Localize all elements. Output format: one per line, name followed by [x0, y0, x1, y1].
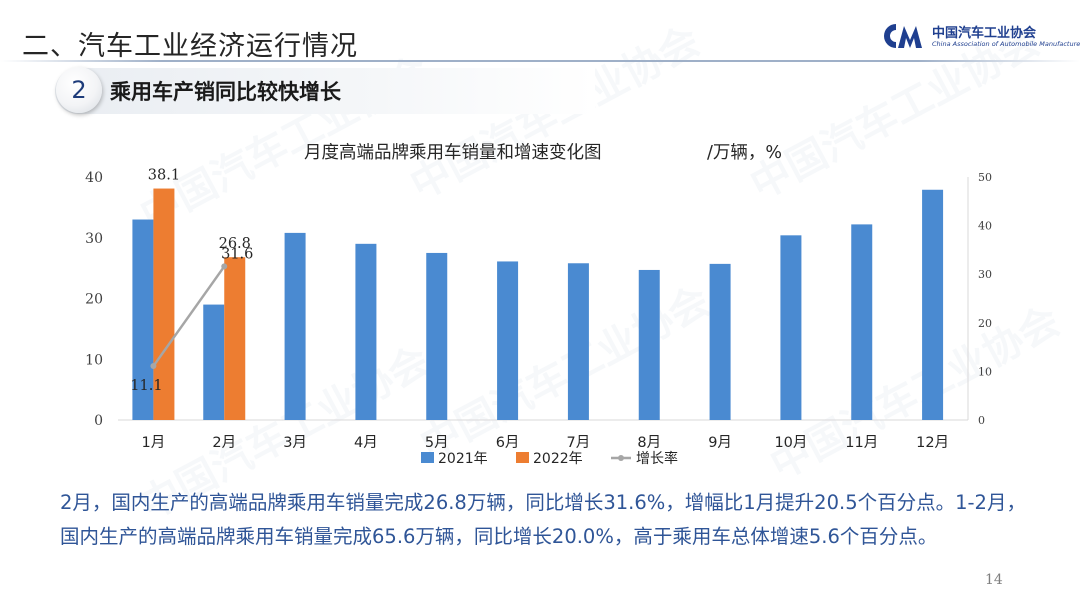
legend-swatch — [421, 452, 434, 463]
chart-title: 月度高端品牌乘用车销量和增速变化图 — [304, 143, 602, 163]
page-number: 14 — [985, 572, 1003, 588]
bar-2022 — [153, 188, 175, 420]
legend-label: 2021年 — [438, 451, 488, 467]
x-tick-label: 9月 — [708, 435, 732, 451]
bar-2021 — [567, 263, 589, 420]
growth-rate-line — [152, 265, 226, 367]
right-y-tick-label: 10 — [978, 365, 992, 378]
growth-rate-label: 11.1 — [130, 378, 162, 394]
x-tick-label: 6月 — [496, 435, 520, 451]
right-y-tick-label: 50 — [978, 171, 992, 184]
subsection-number-badge: 2 — [56, 67, 102, 113]
legend-marker — [618, 455, 624, 461]
right-y-tick-label: 30 — [978, 268, 992, 281]
x-tick-label: 7月 — [567, 435, 591, 451]
bar-2021 — [355, 243, 377, 420]
bar-2021 — [132, 219, 154, 420]
bar-2021 — [780, 235, 802, 420]
growth-rate-point — [221, 263, 228, 270]
bar-2021 — [922, 189, 944, 420]
chart-unit: /万辆，% — [707, 143, 782, 163]
legend-label: 2022年 — [533, 451, 583, 467]
right-y-tick-label: 0 — [978, 414, 985, 427]
bar-2021 — [709, 263, 731, 420]
bar-2021 — [203, 304, 225, 420]
bar-2021 — [284, 232, 306, 420]
right-y-tick-label: 20 — [978, 317, 992, 330]
cam-logo-icon — [884, 24, 922, 48]
left-y-tick-label: 30 — [85, 231, 103, 247]
bar-2021 — [638, 269, 660, 420]
logo-name-en: China Association of Automobile Manufact… — [932, 40, 1080, 48]
data-label-2022: 38.1 — [148, 168, 180, 184]
bar-2021 — [426, 252, 448, 420]
x-tick-label: 11月 — [845, 435, 878, 451]
x-tick-label: 3月 — [283, 435, 307, 451]
left-y-tick-label: 20 — [85, 292, 103, 308]
data-label-2022: 26.8 — [219, 236, 251, 252]
legend-swatch — [516, 452, 529, 463]
bar-2021 — [497, 261, 519, 420]
sales-chart: 月度高端品牌乘用车销量和增速变化图 /万辆，% 0 10 20 30 40 0 10 20 30… — [85, 143, 992, 467]
left-y-tick-label: 10 — [85, 352, 103, 368]
body-paragraph: 2月，国内生产的高端品牌乘用车销量完成26.8万辆，同比增长31.6%，增幅比1… — [60, 491, 1026, 548]
subsection-title: 乘用车产销同比较快增长 — [110, 80, 341, 104]
growth-rate-label: 31.6 — [221, 246, 253, 262]
x-tick-label: 4月 — [354, 435, 378, 451]
subsection-number: 2 — [71, 76, 87, 104]
logo-name-cn: 中国汽车工业协会 — [932, 26, 1037, 41]
header-divider — [0, 60, 1080, 62]
x-tick-label: 5月 — [425, 435, 449, 451]
x-tick-label: 12月 — [916, 435, 949, 451]
x-tick-label: 10月 — [774, 435, 807, 451]
x-tick-label: 2月 — [212, 435, 236, 451]
left-y-tick-label: 40 — [85, 170, 103, 186]
legend-label: 增长率 — [636, 450, 678, 467]
section-title: 二、汽车工业经济运行情况 — [22, 31, 358, 62]
x-tick-label: 1月 — [142, 435, 166, 451]
bar-2021 — [851, 224, 873, 420]
subsection-band — [55, 68, 595, 114]
growth-rate-point — [150, 363, 157, 370]
logo: 中国汽车工业协会 China Association of Automobile… — [876, 18, 1080, 54]
right-y-tick-label: 40 — [978, 220, 992, 233]
x-tick-label: 8月 — [637, 435, 661, 451]
left-y-tick-label: 0 — [94, 413, 103, 429]
bar-2022 — [224, 257, 246, 420]
